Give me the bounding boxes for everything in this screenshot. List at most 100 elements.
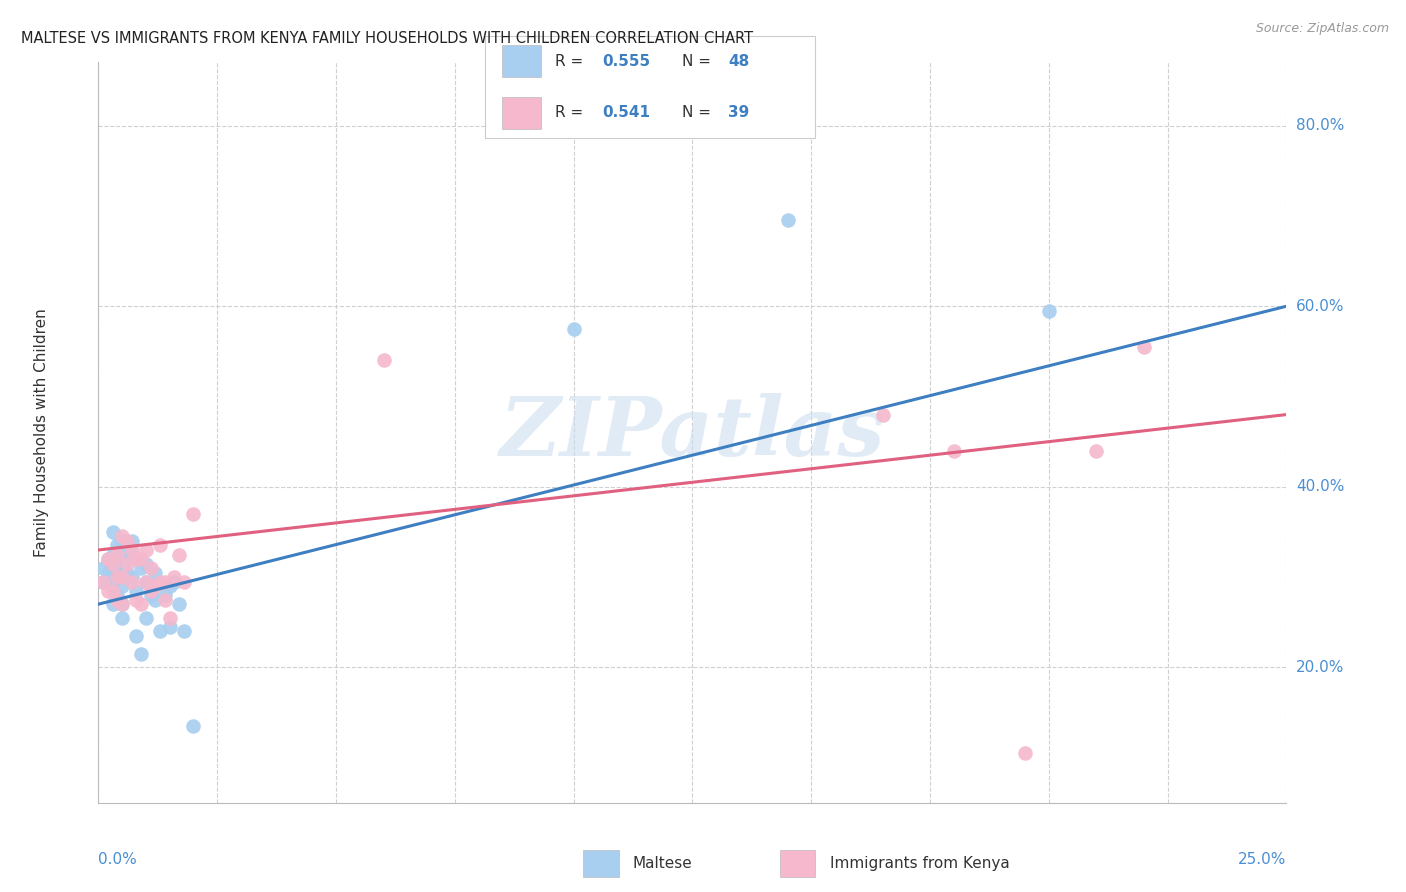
- Point: [115, 557, 138, 571]
- Point: [111, 570, 134, 584]
- Point: [111, 548, 134, 562]
- Point: [173, 574, 195, 589]
- Point: [149, 539, 172, 553]
- Point: [183, 719, 205, 733]
- Point: [183, 507, 205, 521]
- FancyBboxPatch shape: [502, 45, 541, 78]
- Point: [159, 579, 181, 593]
- Text: Immigrants from Kenya: Immigrants from Kenya: [830, 856, 1010, 871]
- Point: [91, 574, 114, 589]
- Point: [125, 583, 148, 598]
- Point: [121, 533, 143, 548]
- Text: MALTESE VS IMMIGRANTS FROM KENYA FAMILY HOUSEHOLDS WITH CHILDREN CORRELATION CHA: MALTESE VS IMMIGRANTS FROM KENYA FAMILY …: [21, 31, 754, 46]
- Text: R =: R =: [555, 54, 589, 69]
- Point: [107, 592, 129, 607]
- Point: [121, 570, 143, 584]
- Point: [139, 588, 162, 602]
- Point: [121, 543, 143, 558]
- Point: [111, 570, 134, 584]
- Text: Maltese: Maltese: [633, 856, 692, 871]
- Text: 60.0%: 60.0%: [1296, 299, 1344, 314]
- Point: [1014, 746, 1036, 760]
- Point: [111, 597, 134, 611]
- Point: [121, 548, 143, 562]
- Point: [101, 583, 124, 598]
- Point: [1038, 303, 1060, 318]
- Point: [167, 548, 190, 562]
- Text: N =: N =: [682, 105, 716, 120]
- Point: [135, 543, 157, 558]
- Point: [872, 408, 894, 422]
- FancyBboxPatch shape: [583, 850, 619, 877]
- Text: Family Households with Children: Family Households with Children: [34, 309, 49, 557]
- Point: [135, 574, 157, 589]
- Text: Source: ZipAtlas.com: Source: ZipAtlas.com: [1256, 22, 1389, 36]
- FancyBboxPatch shape: [502, 96, 541, 128]
- Point: [135, 610, 157, 624]
- Text: 48: 48: [728, 54, 749, 69]
- Point: [97, 583, 120, 598]
- Point: [115, 533, 138, 548]
- Point: [97, 552, 120, 566]
- Point: [139, 561, 162, 575]
- Point: [153, 574, 176, 589]
- Point: [111, 597, 134, 611]
- Text: 80.0%: 80.0%: [1296, 118, 1344, 133]
- Point: [135, 557, 157, 571]
- FancyBboxPatch shape: [485, 36, 815, 138]
- Text: N =: N =: [682, 54, 716, 69]
- Point: [111, 533, 134, 548]
- Point: [107, 588, 129, 602]
- Point: [129, 597, 152, 611]
- Point: [163, 570, 186, 584]
- Point: [149, 624, 172, 639]
- Point: [121, 574, 143, 589]
- Point: [97, 566, 120, 580]
- Point: [107, 566, 129, 580]
- Point: [101, 570, 124, 584]
- Point: [149, 574, 172, 589]
- Point: [107, 552, 129, 566]
- Point: [101, 524, 124, 539]
- Point: [107, 539, 129, 553]
- Point: [111, 579, 134, 593]
- Text: 25.0%: 25.0%: [1239, 853, 1286, 867]
- Point: [139, 583, 162, 598]
- Point: [1133, 340, 1156, 354]
- Point: [159, 620, 181, 634]
- FancyBboxPatch shape: [780, 850, 815, 877]
- Text: 0.541: 0.541: [602, 105, 650, 120]
- Text: 20.0%: 20.0%: [1296, 660, 1344, 675]
- Point: [101, 574, 124, 589]
- Text: ZIPatlas: ZIPatlas: [499, 392, 886, 473]
- Point: [125, 629, 148, 643]
- Point: [111, 529, 134, 543]
- Point: [125, 592, 148, 607]
- Point: [91, 561, 114, 575]
- Point: [101, 557, 124, 571]
- Point: [125, 552, 148, 566]
- Point: [159, 610, 181, 624]
- Point: [97, 552, 120, 566]
- Point: [111, 610, 134, 624]
- Point: [145, 592, 167, 607]
- Point: [115, 533, 138, 548]
- Point: [115, 566, 138, 580]
- Point: [129, 552, 152, 566]
- Point: [163, 574, 186, 589]
- Point: [373, 353, 395, 368]
- Point: [942, 443, 965, 458]
- Point: [167, 597, 190, 611]
- Text: R =: R =: [555, 105, 589, 120]
- Point: [135, 574, 157, 589]
- Point: [153, 588, 176, 602]
- Text: 40.0%: 40.0%: [1296, 479, 1344, 494]
- Point: [101, 597, 124, 611]
- Point: [107, 557, 129, 571]
- Point: [107, 548, 129, 562]
- Point: [115, 552, 138, 566]
- Point: [562, 322, 585, 336]
- Point: [129, 561, 152, 575]
- Text: 39: 39: [728, 105, 749, 120]
- Point: [91, 574, 114, 589]
